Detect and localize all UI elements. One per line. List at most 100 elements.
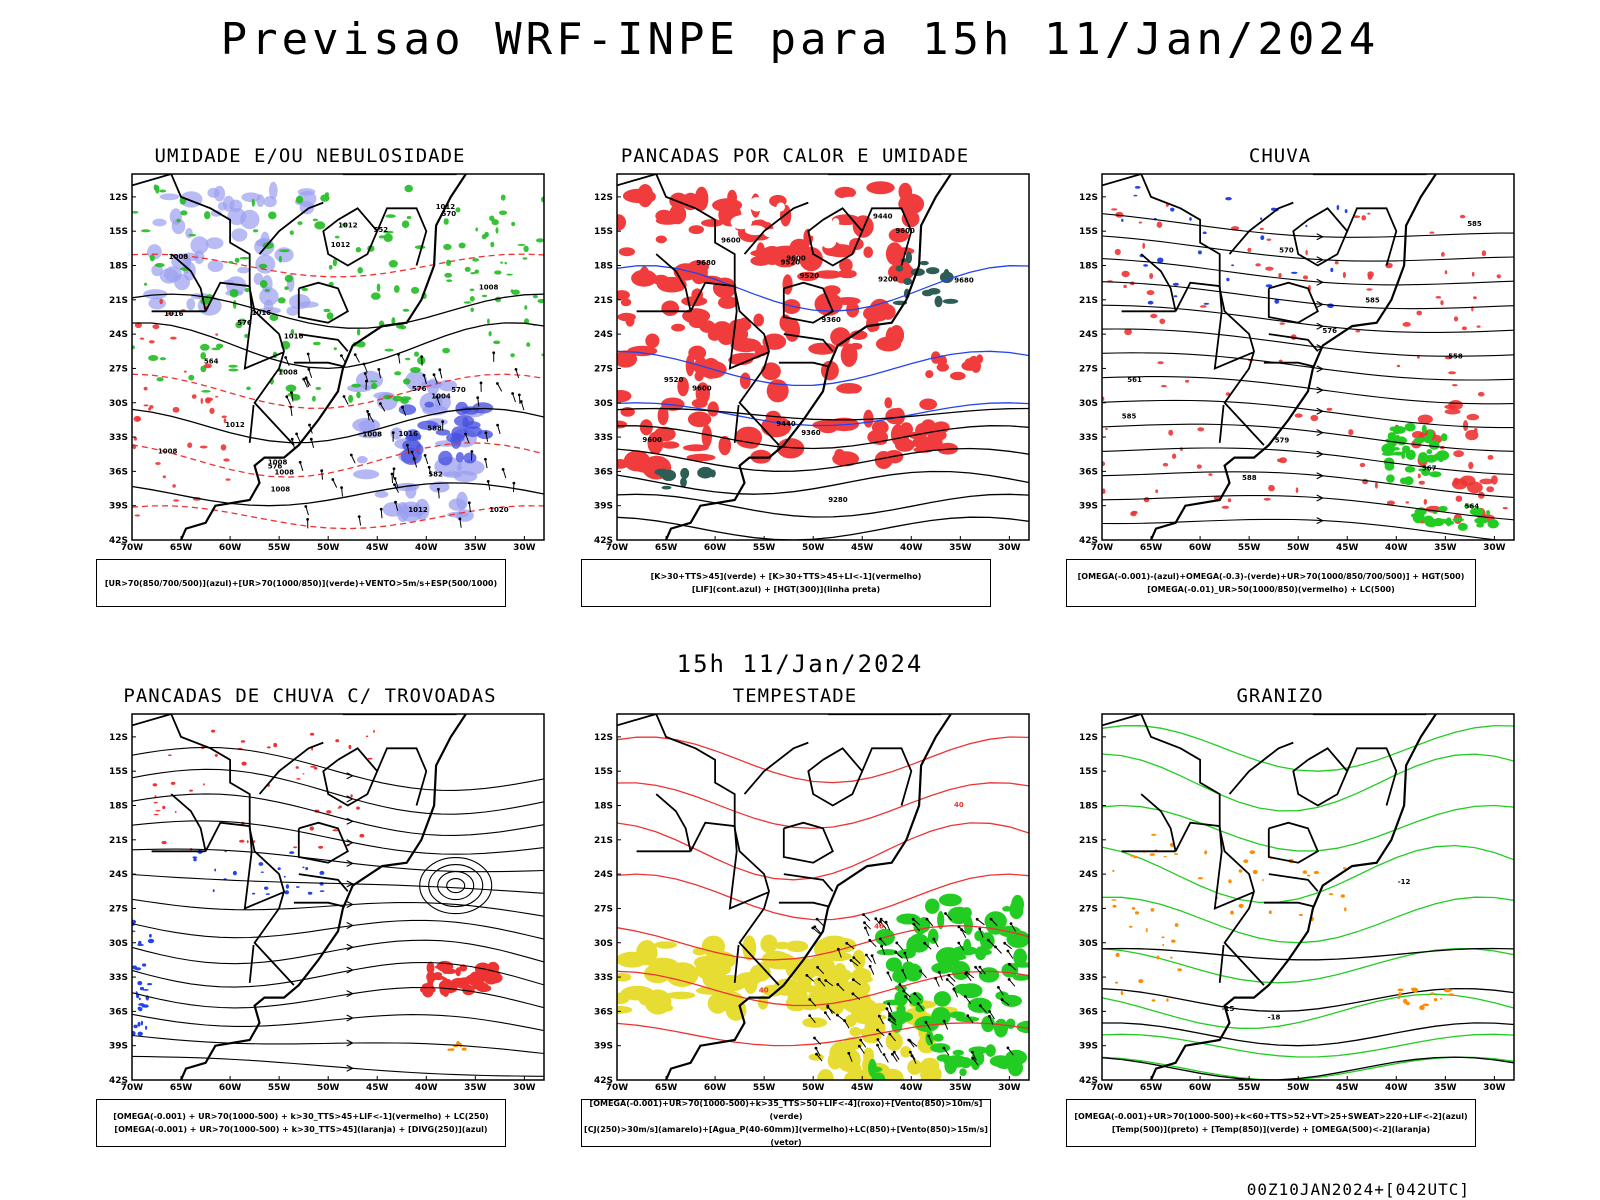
country-border xyxy=(170,253,207,312)
country-border xyxy=(778,361,829,368)
lon-tick-label: 70W xyxy=(606,1083,629,1093)
shaded-cell xyxy=(159,298,163,305)
shaded-cell xyxy=(394,371,402,376)
shaded-cell xyxy=(773,978,801,996)
streamline-arrow xyxy=(346,1064,354,1072)
wind-vector xyxy=(477,397,480,407)
wind-vector xyxy=(903,990,911,998)
shaded-cell xyxy=(1459,214,1466,219)
contour-label: -15 xyxy=(1222,1005,1235,1013)
lon-tick-label: 40W xyxy=(1385,543,1408,553)
wind-vector xyxy=(395,502,399,512)
contour-line xyxy=(1102,753,1514,812)
shaded-cell xyxy=(318,845,324,849)
spiral-ring xyxy=(446,878,466,894)
streamline-arrow xyxy=(346,795,354,803)
wind-vector-head xyxy=(826,1004,830,1008)
wind-vector xyxy=(364,373,369,383)
wind-vector-head xyxy=(849,959,853,962)
country-border xyxy=(733,944,740,983)
wind-vector xyxy=(888,1019,897,1026)
shaded-cell xyxy=(1121,270,1130,278)
wind-vector xyxy=(424,455,429,465)
shaded-cell xyxy=(188,233,197,237)
shaded-cell xyxy=(359,833,365,838)
shaded-cell xyxy=(259,287,279,306)
contour-line xyxy=(132,442,544,478)
contour-label: 570 xyxy=(442,210,457,218)
wind-vector-head xyxy=(470,450,474,453)
wind-vector-head xyxy=(340,354,343,357)
shaded-cell xyxy=(240,740,246,743)
shaded-cell xyxy=(839,258,853,273)
wind-vector xyxy=(809,999,817,1007)
shaded-cell xyxy=(808,181,817,197)
shaded-cell xyxy=(712,277,737,299)
shaded-cell xyxy=(688,225,704,235)
shaded-cell xyxy=(617,420,628,429)
shaded-cell xyxy=(266,746,271,749)
shaded-cell xyxy=(713,975,747,992)
shaded-cell xyxy=(455,967,461,977)
wind-vector xyxy=(909,1040,918,1047)
contour-line xyxy=(1102,1022,1514,1047)
country-border xyxy=(258,201,324,255)
shaded-cell xyxy=(312,218,318,222)
shaded-cell xyxy=(995,991,1009,1001)
country-border xyxy=(204,281,284,370)
shaded-cell xyxy=(1123,284,1127,289)
shaded-cell xyxy=(284,890,290,895)
contour-label: 9440 xyxy=(776,420,796,428)
contour-label: 9680 xyxy=(696,259,716,267)
shaded-cell xyxy=(147,983,153,986)
shaded-cell xyxy=(760,208,779,223)
contour-line xyxy=(1102,844,1514,904)
shaded-cell xyxy=(1486,486,1495,493)
map-background xyxy=(617,174,1029,540)
shaded-cell xyxy=(1473,296,1477,300)
wind-vector-head xyxy=(960,928,963,932)
shaded-cell xyxy=(850,1063,862,1073)
shaded-cell xyxy=(137,1021,141,1027)
contour-label: 9680 xyxy=(954,277,974,285)
shaded-cell xyxy=(1208,473,1213,476)
shaded-cell xyxy=(302,773,305,775)
shaded-cell xyxy=(1342,271,1346,279)
shaded-cell xyxy=(1411,987,1419,993)
wind-vector-head xyxy=(970,1050,974,1054)
streamline xyxy=(1102,447,1514,476)
wind-vector-head xyxy=(997,986,1000,989)
shaded-cell xyxy=(333,347,337,351)
legend-line: [OMEGA(-0.001) + UR>70(1000-500) + k>30_… xyxy=(113,1112,489,1121)
shaded-cell xyxy=(1157,361,1164,365)
wind-vector-head xyxy=(432,373,436,377)
country-border xyxy=(861,747,913,806)
shaded-cell xyxy=(790,182,805,199)
contour-line xyxy=(132,407,544,444)
streamline-arrow xyxy=(1316,256,1324,264)
shaded-cell xyxy=(172,406,180,413)
shaded-cell xyxy=(134,514,141,517)
lon-tick-label: 50W xyxy=(802,1083,825,1093)
shaded-cell xyxy=(204,211,211,220)
shaded-cell xyxy=(342,223,347,227)
shaded-cell xyxy=(1426,449,1433,455)
wind-vector xyxy=(816,918,824,926)
wind-vector xyxy=(379,403,386,412)
lat-tick-label: 42S xyxy=(109,1076,128,1086)
streamline xyxy=(132,793,544,836)
contour-label: 9600 xyxy=(895,227,915,235)
lon-tick-label: 40W xyxy=(900,543,923,553)
shaded-cell xyxy=(852,949,866,970)
wind-vector-head xyxy=(927,1034,931,1038)
contour-label: 558 xyxy=(1448,353,1463,361)
shaded-cell xyxy=(305,867,309,871)
shaded-cell xyxy=(1131,907,1136,910)
streamline-arrow xyxy=(1316,233,1324,241)
lon-tick-label: 35W xyxy=(1434,543,1457,553)
shaded-cell xyxy=(762,333,787,350)
shaded-cell xyxy=(374,490,389,498)
shaded-cell xyxy=(980,932,995,950)
country-border xyxy=(743,201,809,255)
shaded-cell xyxy=(949,1011,966,1019)
